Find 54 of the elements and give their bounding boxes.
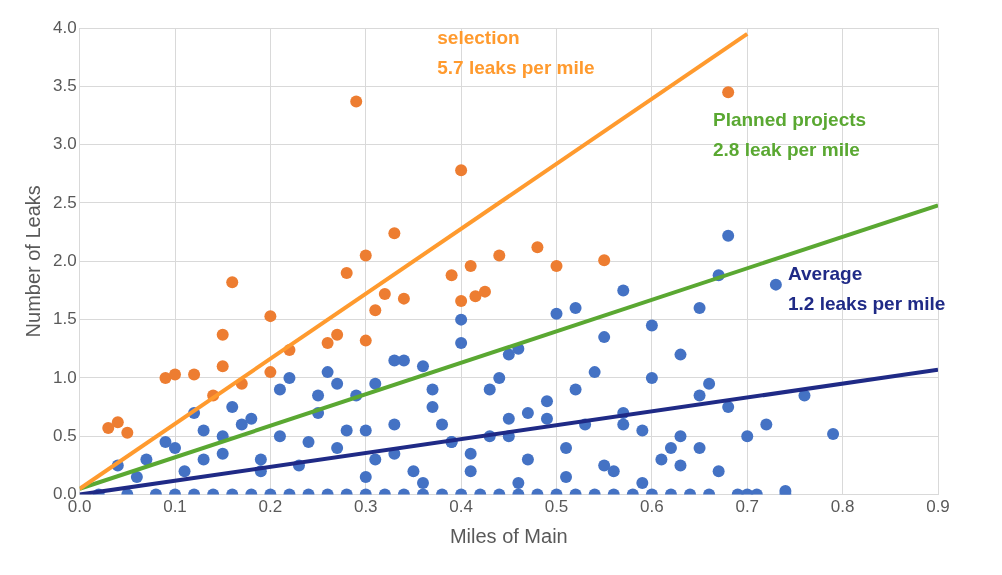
point bbox=[598, 254, 611, 267]
point bbox=[331, 328, 344, 341]
y-tick-label: 3.0 bbox=[52, 134, 77, 154]
x-tick-label: 0.4 bbox=[449, 497, 473, 517]
y-tick-label: 0.5 bbox=[52, 425, 77, 445]
point bbox=[340, 266, 353, 279]
point bbox=[455, 294, 468, 307]
annotation: Average 1.2 leaks per mile bbox=[788, 263, 946, 315]
y-tick-label: 3.5 bbox=[52, 76, 77, 96]
x-tick-label: 0.7 bbox=[735, 497, 760, 517]
point bbox=[445, 269, 458, 282]
point bbox=[478, 285, 491, 298]
point bbox=[531, 241, 544, 254]
x-tick-label: 0.3 bbox=[353, 497, 378, 517]
x-tick-label: 0.9 bbox=[926, 497, 950, 517]
point bbox=[369, 304, 382, 317]
point bbox=[722, 86, 735, 99]
point bbox=[264, 366, 277, 379]
point bbox=[359, 334, 372, 347]
point bbox=[469, 290, 482, 303]
point bbox=[216, 360, 229, 373]
x-tick-label: 0.2 bbox=[258, 497, 283, 517]
point bbox=[321, 336, 334, 349]
point bbox=[264, 310, 277, 323]
point bbox=[159, 371, 172, 384]
point bbox=[350, 95, 363, 108]
x-tick-label: 0.8 bbox=[830, 497, 855, 517]
annotation: selection 5.7 leaks per mile bbox=[437, 27, 595, 79]
x-tick-label: 0.5 bbox=[544, 497, 569, 517]
y-tick-label: 2.0 bbox=[52, 250, 77, 270]
y-tick-label: 1.0 bbox=[52, 367, 77, 387]
annotation: Planned projects 2.8 leak per mile bbox=[713, 108, 867, 160]
point bbox=[121, 426, 134, 439]
point bbox=[397, 292, 410, 305]
point bbox=[102, 422, 115, 435]
point bbox=[455, 164, 468, 177]
point bbox=[464, 259, 477, 272]
point bbox=[493, 249, 506, 262]
point bbox=[111, 416, 124, 429]
point bbox=[359, 249, 372, 262]
x-tick-label: 0.6 bbox=[640, 497, 664, 517]
point bbox=[388, 227, 401, 240]
point bbox=[188, 368, 201, 381]
y-tick-label: 2.5 bbox=[52, 192, 77, 212]
point bbox=[550, 259, 563, 272]
x-axis-title: Miles of Main bbox=[449, 524, 568, 547]
point bbox=[169, 368, 182, 381]
point bbox=[378, 287, 391, 300]
y-tick-label: 1.5 bbox=[52, 309, 77, 329]
point bbox=[216, 328, 229, 341]
y-tick-label: 4.0 bbox=[52, 17, 77, 37]
y-axis-title: Number of Leaks bbox=[21, 185, 44, 338]
point bbox=[226, 276, 239, 289]
x-tick-label: 0.1 bbox=[163, 497, 187, 517]
